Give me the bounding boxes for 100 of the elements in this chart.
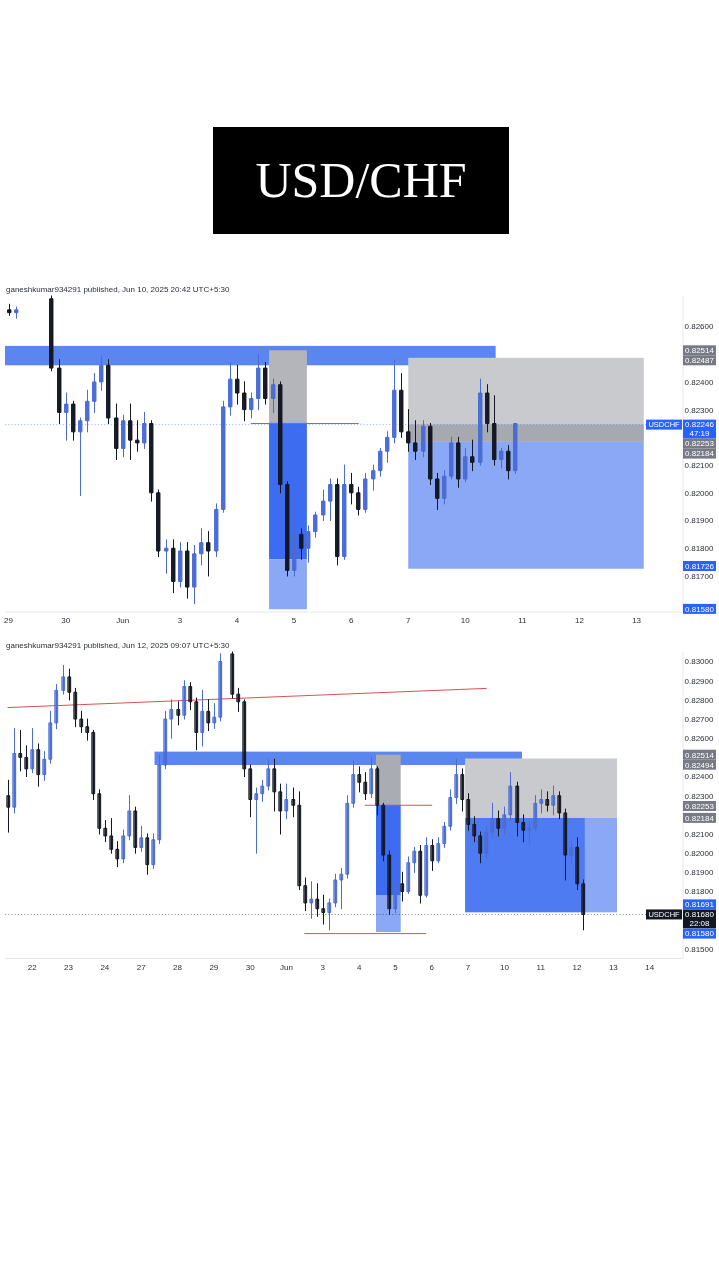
y-tick-label: 0.83000 [684,657,715,667]
chart-title: USD/CHF [255,152,467,208]
x-tick-label: 6 [429,962,435,972]
x-tick-label: 13 [608,962,619,972]
candlestick [263,362,268,405]
x-tick-label: 7 [465,962,471,972]
candlestick [14,306,19,319]
y-tick-label: 0.82900 [684,676,715,686]
candlestick [456,436,461,488]
x-tick-label: 4 [234,616,240,625]
x-tick-label: 4 [356,962,362,972]
candlestick [194,697,199,751]
candlestick [291,787,296,818]
candlestick [463,447,468,483]
candlestick [449,436,454,480]
candlestick [356,486,361,516]
candlestick [349,472,354,505]
candlestick [127,795,132,841]
y-tick-label: 0.82700 [684,714,715,724]
candlestick [581,879,586,931]
x-tick-label: Jun [116,616,130,625]
candlestick [342,464,347,560]
x-tick-label: 29 [4,616,14,625]
candlestick [496,810,501,837]
candlestick [199,528,204,566]
candlestick [12,728,17,814]
candlestick [156,489,161,558]
candlestick [48,710,53,764]
candlestick [363,472,368,513]
candlestick [151,833,156,869]
candlestick [466,793,471,831]
candlestick [92,373,97,413]
candlestick [435,472,440,510]
x-tick-label: 10 [460,616,471,625]
y-tick-label: 0.81900 [684,516,715,526]
x-tick-label: 11 [518,616,528,625]
text: 47:19 [689,429,711,439]
x-tick-label: 30 [245,962,256,972]
candlestick [135,420,140,452]
candlestick [284,783,289,820]
candlestick [260,779,265,802]
candlestick [79,710,84,733]
ref-line-label: 0.81680 [685,910,715,920]
x-tick-label: 3 [177,616,183,625]
candlestick [321,894,326,925]
candlestick [176,701,181,726]
candlestick [470,439,475,472]
candlestick [249,392,254,419]
candlestick [315,883,320,917]
candlestick [49,295,54,372]
candlestick [85,389,90,433]
candlestick [399,373,404,438]
candlestick [85,718,90,741]
candlestick [109,818,114,854]
candlestick [67,668,72,701]
candlestick [292,528,297,577]
candlestick [442,470,447,505]
candlestick [54,684,59,730]
candlestick [478,831,483,864]
candlestick [57,359,62,425]
candlestick [64,392,69,441]
candlestick [157,754,162,845]
candlestick [97,789,102,835]
candlestick [328,478,333,522]
candlestick [499,447,504,469]
y-tick-label: 0.81500 [684,944,715,954]
candlestick [506,445,511,480]
candlestick [478,378,483,466]
candlestick [106,359,111,425]
candlestick [169,699,174,739]
y-tick-label: 0.82600 [684,322,715,332]
candlestick [278,783,283,835]
candlestick [313,511,318,538]
candlestick [221,400,226,513]
candlestick [339,867,344,910]
x-tick-label: 13 [632,616,642,625]
candlestick [133,806,138,854]
candlestick [30,728,35,774]
candlestick [490,802,495,839]
x-tick-label: 22 [27,962,38,972]
candlestick [212,703,217,730]
candlestick [185,542,190,599]
candlestick [235,364,240,405]
candlestick [297,791,302,891]
candlestick [128,403,133,461]
candlestick [272,758,277,812]
candlestick [413,420,418,461]
candlestick [327,898,332,931]
candlestick [99,356,104,391]
candlestick [351,760,356,808]
candlestick [545,791,550,812]
candlestick [400,871,405,902]
candlestick [6,779,11,833]
y-tick-label: 0.82300 [684,405,715,415]
candlestick [575,837,580,891]
candlestick [563,808,568,881]
candlestick [254,787,259,854]
y-tick-label: 0.81700 [684,571,715,581]
y-tick-label: 0.82400 [684,377,715,387]
candlestick [321,489,326,522]
